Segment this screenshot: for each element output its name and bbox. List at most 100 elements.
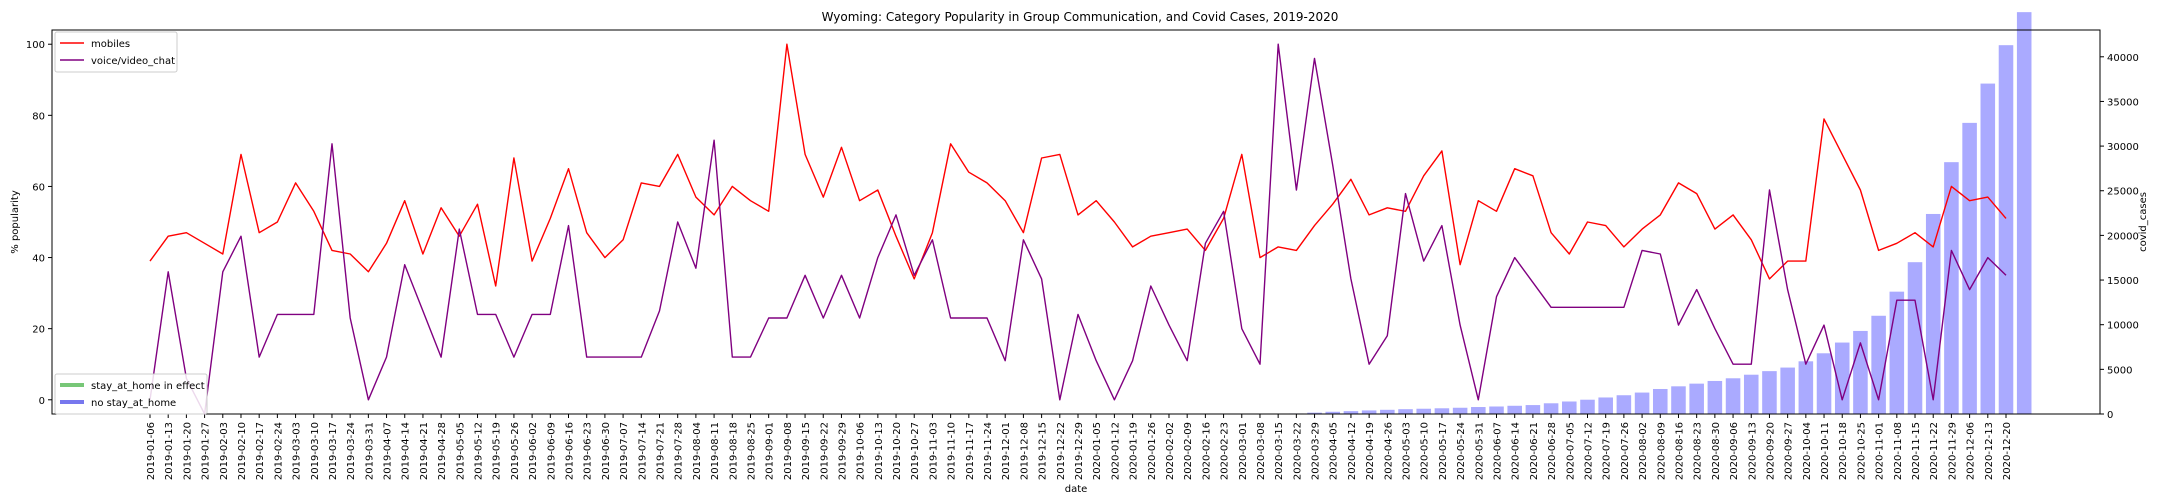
x-tick-label: 2020-03-01 xyxy=(1238,422,1249,480)
x-tick-label: 2020-09-27 xyxy=(1784,422,1795,480)
x-tick-label: 2020-11-22 xyxy=(1929,422,1940,480)
x-tick-label: 2019-12-29 xyxy=(1074,422,1085,480)
y2-tick-label: 35000 xyxy=(2107,97,2139,108)
y-axis-left: 0 20 40 60 80 100 xyxy=(26,40,52,407)
covid-bar xyxy=(1780,367,1795,414)
covid-bar xyxy=(1616,395,1632,414)
covid-bar xyxy=(2016,12,2032,415)
x-tick-label: 2019-02-03 xyxy=(219,422,230,480)
x-tick-label: 2020-06-21 xyxy=(1529,422,1540,480)
y2-tick-label: 0 xyxy=(2107,410,2113,421)
covid-bar xyxy=(1652,388,1668,414)
covid-bar xyxy=(1543,403,1559,414)
covid-bar xyxy=(1762,371,1777,414)
x-tick-label: 2019-08-04 xyxy=(692,422,703,480)
covid-bar xyxy=(1343,411,1359,414)
x-tick-label: 2020-11-01 xyxy=(1875,422,1886,480)
plot-frame xyxy=(51,29,2101,415)
x-tick-label: 2019-02-17 xyxy=(255,422,266,480)
covid-bar xyxy=(1380,409,1395,414)
series-lines xyxy=(149,43,2007,415)
x-tick-label: 2020-10-11 xyxy=(1820,422,1831,480)
covid-bar xyxy=(1853,330,1868,414)
x-tick-label: 2020-04-05 xyxy=(1329,422,1340,480)
x-tick-label: 2019-06-09 xyxy=(546,422,557,480)
x-tick-label: 2019-06-30 xyxy=(601,422,612,480)
x-tick-label: 2019-10-27 xyxy=(910,422,921,480)
x-tick-label: 2020-03-29 xyxy=(1311,422,1322,480)
x-tick-label: 2020-12-13 xyxy=(1984,422,1995,480)
covid-bar xyxy=(1598,397,1613,414)
x-tick-label: 2019-07-28 xyxy=(674,422,685,480)
x-tick-label: 2020-01-19 xyxy=(1129,422,1140,480)
x-tick-label: 2020-08-09 xyxy=(1656,422,1667,480)
x-tick-label: 2020-05-10 xyxy=(1420,422,1431,480)
x-tick-label: 2020-01-26 xyxy=(1147,422,1158,480)
x-tick-label: 2020-06-28 xyxy=(1547,422,1558,480)
x-axis: 2019-01-06 2019-01-13 2019-01-20 2019-01-27… xyxy=(146,414,2013,480)
x-tick-label: 2019-03-24 xyxy=(346,422,357,480)
covid-bar xyxy=(1434,408,1450,414)
x-tick-label: 2019-01-27 xyxy=(201,422,212,480)
covid-bar xyxy=(1325,411,1341,414)
x-tick-label: 2019-05-26 xyxy=(510,422,521,480)
legend-box xyxy=(54,373,208,415)
x-tick-label: 2019-03-03 xyxy=(292,422,303,480)
covid-bar xyxy=(1634,392,1650,414)
x-tick-label: 2020-04-19 xyxy=(1365,422,1376,480)
x-tick-label: 2020-03-08 xyxy=(1256,422,1267,480)
covid-bar xyxy=(1416,408,1432,414)
x-tick-label: 2019-01-20 xyxy=(182,422,193,480)
x-tick-label: 2020-03-22 xyxy=(1292,422,1303,480)
x-tick-label: 2019-07-07 xyxy=(619,422,630,480)
x-tick-label: 2020-02-16 xyxy=(1201,422,1212,480)
x-tick-label: 2019-10-06 xyxy=(856,422,867,480)
covid-bar xyxy=(1471,407,1486,414)
x-tick-label: 2020-01-12 xyxy=(1110,422,1121,480)
x-tick-label: 2019-11-03 xyxy=(928,422,939,480)
x-tick-label: 2020-11-08 xyxy=(1893,422,1904,480)
x-tick-label: 2019-07-14 xyxy=(637,422,648,480)
x-tick-label: 2019-04-14 xyxy=(401,422,412,480)
x-axis-label: date xyxy=(1065,484,1088,495)
covid-bar xyxy=(1525,405,1541,414)
x-tick-label: 2020-10-25 xyxy=(1856,422,1867,480)
covid-bar xyxy=(1816,353,1832,414)
y-axis-label: % popularity xyxy=(10,190,21,254)
covid-bar xyxy=(1962,122,1977,414)
y-tick-label: 100 xyxy=(26,40,45,51)
x-tick-label: 2020-08-02 xyxy=(1638,422,1649,480)
covid-bar xyxy=(1707,380,1723,414)
x-tick-label: 2019-06-23 xyxy=(583,422,594,480)
covid-bar xyxy=(1743,374,1759,414)
x-tick-label: 2019-04-21 xyxy=(419,422,430,480)
x-tick-label: 2020-11-29 xyxy=(1947,422,1958,480)
x-tick-label: 2020-02-09 xyxy=(1183,422,1194,480)
covid-bar xyxy=(1689,383,1704,414)
x-tick-label: 2019-04-28 xyxy=(437,422,448,480)
covid-bar xyxy=(1671,386,1686,414)
x-tick-label: 2019-04-07 xyxy=(383,422,394,480)
x-tick-label: 2020-10-04 xyxy=(1802,422,1813,480)
x-tick-label: 2020-07-26 xyxy=(1620,422,1631,480)
x-tick-label: 2020-04-26 xyxy=(1383,422,1394,480)
x-tick-label: 2019-02-24 xyxy=(273,422,284,480)
x-tick-label: 2019-03-17 xyxy=(328,422,339,480)
x-tick-label: 2019-08-18 xyxy=(728,422,739,480)
x-tick-label: 2020-08-30 xyxy=(1711,422,1722,480)
x-tick-label: 2020-05-31 xyxy=(1474,422,1485,480)
covid-bar xyxy=(1944,162,1959,414)
legend-label: mobiles xyxy=(91,39,130,50)
legend-label: stay_at_home in effect xyxy=(91,381,205,392)
x-tick-label: 2020-08-16 xyxy=(1674,422,1685,480)
x-tick-label: 2020-07-19 xyxy=(1602,422,1613,480)
x-tick-label: 2019-05-19 xyxy=(492,422,503,480)
x-tick-label: 2020-02-23 xyxy=(1220,422,1231,480)
x-tick-label: 2020-12-20 xyxy=(2002,422,2013,480)
covid-bar xyxy=(1562,401,1577,414)
x-tick-label: 2019-09-22 xyxy=(819,422,830,480)
x-tick-label: 2019-06-02 xyxy=(528,422,539,480)
x-tick-label: 2020-10-18 xyxy=(1838,422,1849,480)
legend-box xyxy=(54,31,178,73)
covid-bar xyxy=(1489,406,1504,414)
